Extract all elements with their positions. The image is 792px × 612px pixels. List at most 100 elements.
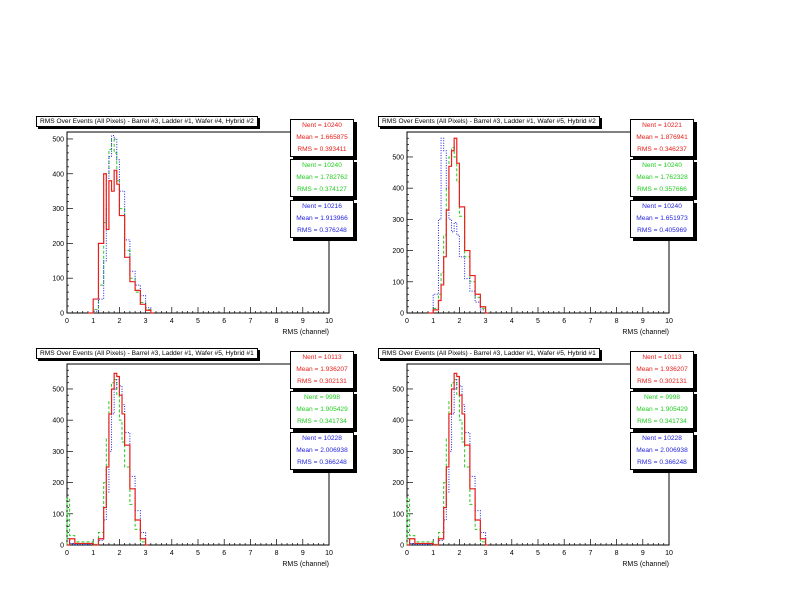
x-tick-label: 6 (562, 550, 566, 557)
x-tick-label: 1 (91, 318, 95, 325)
series-line-blue (427, 137, 489, 314)
y-tick-label: 100 (52, 276, 64, 283)
x-tick-label: 7 (588, 318, 592, 325)
x-tick-label: 9 (301, 550, 305, 557)
x-tick-label: 4 (510, 318, 514, 325)
stats-box-blue: Nent = 10216 Mean = 1.913966 RMS = 0.376… (290, 200, 354, 238)
series-line-red (427, 137, 489, 314)
y-tick-label: 200 (52, 241, 64, 248)
stat-mean: Mean = 1.936207 (296, 366, 348, 373)
y-tick-label: 300 (52, 449, 64, 456)
stat-mean: Mean = 1.651973 (636, 215, 688, 222)
x-tick-label: 1 (91, 550, 95, 557)
series-line-green (87, 138, 154, 314)
stat-nent: Nent = 10228 (302, 435, 342, 442)
x-tick-label: 0 (65, 550, 69, 557)
x-tick-label: 8 (275, 550, 279, 557)
y-tick-label: 400 (392, 418, 404, 425)
y-tick-label: 100 (52, 511, 64, 518)
stat-nent: Nent = 10113 (302, 354, 342, 361)
x-tick-label: 8 (615, 550, 619, 557)
stat-rms: RMS = 0.357666 (637, 186, 687, 193)
x-tick-label: 1 (431, 318, 435, 325)
x-tick-label: 4 (170, 318, 174, 325)
x-tick-label: 10 (665, 318, 673, 325)
stat-rms: RMS = 0.374127 (297, 186, 347, 193)
x-axis-label: RMS (channel) (282, 329, 329, 336)
x-tick-label: 6 (562, 318, 566, 325)
x-axis-label: RMS (channel) (622, 329, 669, 336)
stat-nent: Nent = 10228 (642, 435, 682, 442)
y-tick-label: 0 (400, 311, 404, 318)
y-tick-label: 400 (52, 171, 64, 178)
stat-nent: Nent = 10221 (642, 122, 682, 129)
x-axis-label: RMS (channel) (282, 561, 329, 568)
x-tick-label: 6 (222, 318, 226, 325)
histogram-panel-3: 0 1 2 3 4 5 6 7 8 9 10 0 100 200 300 400 500 RMS (channel… (378, 332, 792, 572)
stat-rms: RMS = 0.366248 (297, 459, 347, 466)
stat-mean: Mean = 2.006938 (296, 447, 348, 454)
stat-nent: Nent = 10216 (302, 203, 342, 210)
x-tick-label: 3 (484, 550, 488, 557)
x-tick-label: 3 (144, 550, 148, 557)
x-tick-label: 5 (196, 550, 200, 557)
histogram-panel-0: 0 1 2 3 4 5 6 7 8 9 10 0 100 200 300 400 500 RMS (channel… (0, 100, 396, 340)
series-line-green (427, 147, 489, 314)
y-tick-label: 200 (52, 480, 64, 487)
x-tick-label: 8 (615, 318, 619, 325)
stat-nent: Nent = 10240 (302, 162, 342, 169)
stats-box-green: Nent = 10240 Mean = 1.762328 RMS = 0.357… (630, 159, 694, 197)
stat-mean: Mean = 1.905429 (296, 406, 348, 413)
histogram-panel-2: 0 1 2 3 4 5 6 7 8 9 10 0 100 200 300 400 500 RMS (channel… (0, 332, 396, 572)
x-tick-label: 2 (457, 318, 461, 325)
stat-mean: Mean = 1.913966 (296, 215, 348, 222)
stat-rms: RMS = 0.376248 (297, 227, 347, 234)
y-tick-label: 400 (52, 418, 64, 425)
series-line-red (67, 372, 149, 546)
x-tick-label: 10 (325, 550, 333, 557)
stat-mean: Mean = 1.876941 (636, 134, 688, 141)
stat-nent: Nent = 9998 (303, 394, 341, 401)
x-tick-label: 4 (170, 550, 174, 557)
series-line-blue (87, 134, 154, 314)
x-tick-label: 6 (222, 550, 226, 557)
stat-nent: Nent = 10113 (642, 354, 682, 361)
x-tick-label: 7 (248, 550, 252, 557)
y-tick-label: 100 (392, 279, 404, 286)
y-tick-label: 200 (392, 480, 404, 487)
y-tick-label: 300 (392, 449, 404, 456)
x-tick-label: 0 (405, 318, 409, 325)
stat-rms: RMS = 0.341734 (297, 418, 347, 425)
stat-mean: Mean = 1.936207 (636, 366, 688, 373)
stats-box-blue: Nent = 10228 Mean = 2.006938 RMS = 0.366… (630, 432, 694, 470)
x-tick-label: 4 (510, 550, 514, 557)
histogram-title: RMS Over Events (All Pixels) - Barrel #3… (36, 348, 258, 359)
stat-rms: RMS = 0.366248 (637, 459, 687, 466)
y-tick-label: 500 (392, 154, 404, 161)
stats-box-green: Nent = 9998 Mean = 1.905429 RMS = 0.3417… (290, 391, 354, 429)
x-axis-label: RMS (channel) (622, 561, 669, 568)
stat-rms: RMS = 0.346237 (637, 146, 687, 153)
stat-mean: Mean = 2.006938 (636, 447, 688, 454)
x-tick-label: 9 (641, 550, 645, 557)
x-tick-label: 2 (117, 550, 121, 557)
y-tick-label: 100 (392, 511, 404, 518)
y-tick-label: 500 (52, 386, 64, 393)
stat-rms: RMS = 0.405969 (637, 227, 687, 234)
x-tick-label: 0 (405, 550, 409, 557)
stat-nent: Nent = 10240 (642, 203, 682, 210)
series-line-red (407, 372, 489, 546)
stats-box-red: Nent = 10113 Mean = 1.936207 RMS = 0.302… (630, 351, 694, 389)
stats-box-red: Nent = 10113 Mean = 1.936207 RMS = 0.302… (290, 351, 354, 389)
stats-box-blue: Nent = 10228 Mean = 2.006938 RMS = 0.366… (290, 432, 354, 470)
x-tick-label: 2 (117, 318, 121, 325)
stats-box-red: Nent = 10221 Mean = 1.876941 RMS = 0.346… (630, 119, 694, 157)
x-tick-label: 5 (196, 318, 200, 325)
y-tick-label: 300 (392, 217, 404, 224)
x-tick-label: 5 (536, 550, 540, 557)
stat-mean: Mean = 1.665875 (296, 134, 348, 141)
stat-nent: Nent = 10240 (302, 122, 342, 129)
x-tick-label: 3 (144, 318, 148, 325)
stat-mean: Mean = 1.905429 (636, 406, 688, 413)
